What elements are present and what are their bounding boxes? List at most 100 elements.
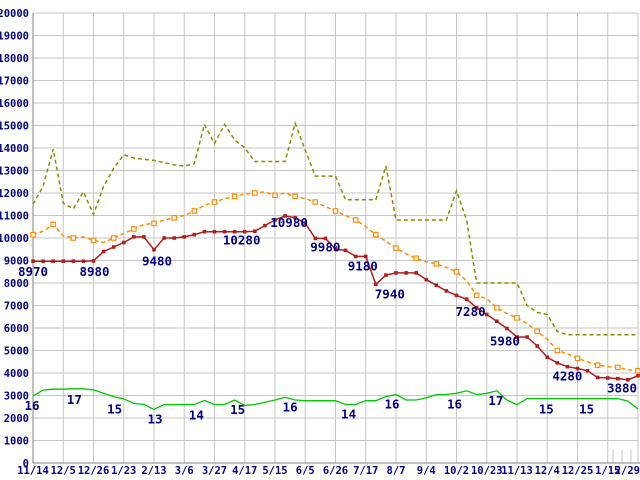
min-price-value-label: 8970 [18,264,48,279]
marker-min-price [333,247,338,252]
marker-min-price [31,259,35,263]
marker-min-price [61,259,66,263]
marker-min-price [515,335,519,339]
marker-avg-price [494,304,500,311]
marker-min-price [172,236,176,240]
marker-min-price [71,259,76,263]
marker-min-price [404,271,408,275]
marker-min-price [495,319,499,324]
min-price-value-label: 9180 [348,258,378,273]
marker-avg-price [635,367,640,374]
marker-min-price [585,368,590,373]
marker-avg-price [70,235,77,241]
offer-count-value-label: 15 [230,402,245,417]
x-axis-tick-label: 10/23 [471,465,503,477]
x-axis-tick-label: 8/7 [387,465,406,477]
marker-avg-price [393,245,399,251]
y-axis-tick-label: 17000 [0,76,29,88]
marker-min-price [434,283,439,288]
y-axis-tick-label: 0 [23,458,29,470]
min-price-value-label: 9980 [310,239,340,254]
marker-avg-price [332,208,339,214]
offer-count-value-label: 16 [283,399,298,414]
marker-min-price [182,235,187,239]
y-axis-tick-label: 19000 [0,31,29,43]
min-price-value-label: 7940 [375,286,405,301]
marker-avg-price [272,192,278,199]
x-axis-tick-label: 12/25 [562,465,594,477]
marker-min-price [636,373,640,378]
y-axis-tick-label: 14000 [0,143,29,155]
marker-min-price [263,223,267,228]
offer-count-value-label: 15 [539,402,554,417]
marker-avg-price [433,261,440,267]
offer-count-value-label: 16 [384,397,399,412]
x-axis-tick-label: 12/4 [535,465,560,477]
marker-min-price [273,218,277,222]
marker-min-price [605,376,610,380]
marker-avg-price [90,237,97,244]
y-axis-tick-label: 10000 [0,233,29,245]
x-axis-tick-label: 6/26 [323,465,348,477]
y-axis-tick-label: 9000 [4,256,29,268]
offer-count-value-label: 15 [579,402,594,417]
x-axis-tick-label: 3/27 [202,465,227,477]
y-axis-tick-label: 1000 [4,436,29,448]
x-axis-tick-label: 2/13 [141,465,166,477]
series-line-high-price [32,120,638,336]
marker-avg-price [514,315,520,321]
x-axis-tick-label: 10/2 [444,465,469,477]
min-price-value-label: 10280 [223,233,261,248]
marker-min-price [323,236,328,241]
marker-avg-price [574,355,581,362]
x-axis-tick-label: 12/26 [78,465,110,477]
marker-min-price [505,326,509,331]
marker-min-price [41,259,45,263]
y-axis-tick-label: 13000 [0,166,29,178]
marker-avg-price [110,235,117,241]
marker-min-price [132,235,136,239]
marker-avg-price [151,220,157,227]
y-axis-tick-label: 2000 [4,413,29,425]
offer-count-value-label: 17 [488,393,503,408]
offer-count-value-label: 17 [67,392,82,407]
marker-avg-price [534,328,540,335]
marker-min-price [101,249,106,254]
x-axis-tick-label: 1/23 [111,465,136,477]
marker-min-price [444,289,449,293]
marker-min-price [212,229,217,234]
marker-avg-price [30,231,36,238]
marker-min-price [464,297,469,301]
marker-min-price [343,248,348,253]
y-axis-tick-label: 7000 [4,301,29,313]
min-price-value-label: 5980 [490,333,520,348]
marker-min-price [555,361,560,365]
min-price-value-label: 9480 [142,254,172,269]
marker-avg-price [554,347,561,354]
marker-min-price [293,215,297,220]
y-axis-tick-label: 8000 [4,278,29,290]
marker-min-price [626,377,630,382]
marker-min-price [384,273,388,277]
x-axis-tick-label: 6/5 [296,465,315,477]
marker-min-price [484,312,489,317]
marker-min-price [424,277,429,282]
marker-min-price [595,375,600,380]
marker-min-price [283,214,287,218]
series-line-offer-count [32,388,639,411]
marker-min-price [253,229,257,234]
y-axis-tick-label: 15000 [0,121,29,133]
marker-min-price [81,259,86,263]
marker-min-price [414,271,418,275]
marker-avg-price [453,268,460,275]
marker-min-price [565,364,570,369]
marker-min-price [394,271,398,275]
x-axis-tick-label: 3/6 [175,465,194,477]
min-price-value-label: 3880 [607,381,637,396]
marker-avg-price [615,364,621,371]
marker-avg-price [191,208,198,214]
min-price-value-label: 7280 [456,304,486,319]
offer-count-value-label: 15 [107,402,122,417]
x-axis-tick-label: 5/15 [262,465,287,477]
